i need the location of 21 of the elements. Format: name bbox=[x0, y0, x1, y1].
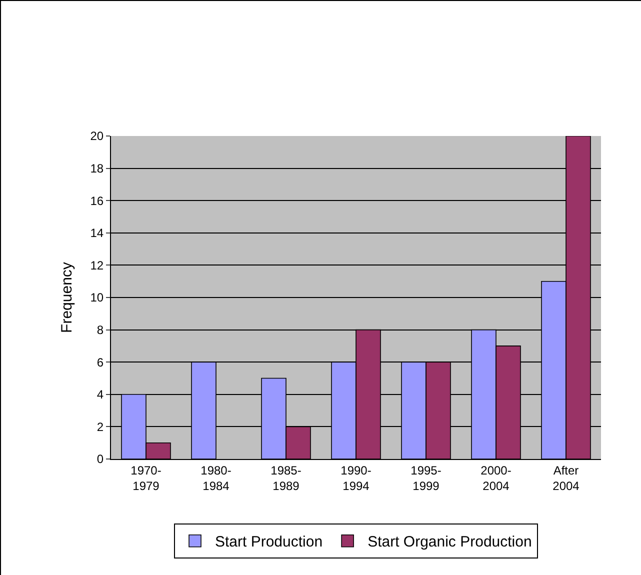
y-tick-label: 18 bbox=[90, 162, 104, 176]
y-tick-label: 8 bbox=[96, 323, 104, 337]
legend-label: Start Organic Production bbox=[368, 534, 532, 551]
x-tick-label: 1980-1984 bbox=[200, 463, 232, 493]
y-tick-label: 12 bbox=[90, 258, 104, 272]
x-tick-label: 1985-1989 bbox=[270, 463, 302, 493]
y-tick-label: 6 bbox=[96, 355, 104, 370]
y-tick-label: 4 bbox=[96, 388, 104, 402]
y-axis-title: Frequency bbox=[58, 262, 76, 333]
x-tick-label: After 2004 bbox=[552, 463, 580, 493]
y-tick-label: 14 bbox=[90, 226, 104, 240]
x-tick-label: 1995-1999 bbox=[410, 463, 442, 493]
x-tick-label: 1990-1994 bbox=[340, 463, 372, 493]
y-tick-label: 10 bbox=[90, 290, 104, 305]
y-tick-label: 2 bbox=[96, 420, 104, 434]
x-tick-label: 1970-1979 bbox=[130, 463, 162, 493]
y-tick-label: 0 bbox=[96, 452, 104, 466]
y-tick-label: 20 bbox=[90, 129, 104, 144]
y-tick-label: 16 bbox=[90, 194, 104, 208]
x-tick-label: 2000-2004 bbox=[480, 463, 512, 493]
legend-label: Start Production bbox=[215, 534, 323, 551]
